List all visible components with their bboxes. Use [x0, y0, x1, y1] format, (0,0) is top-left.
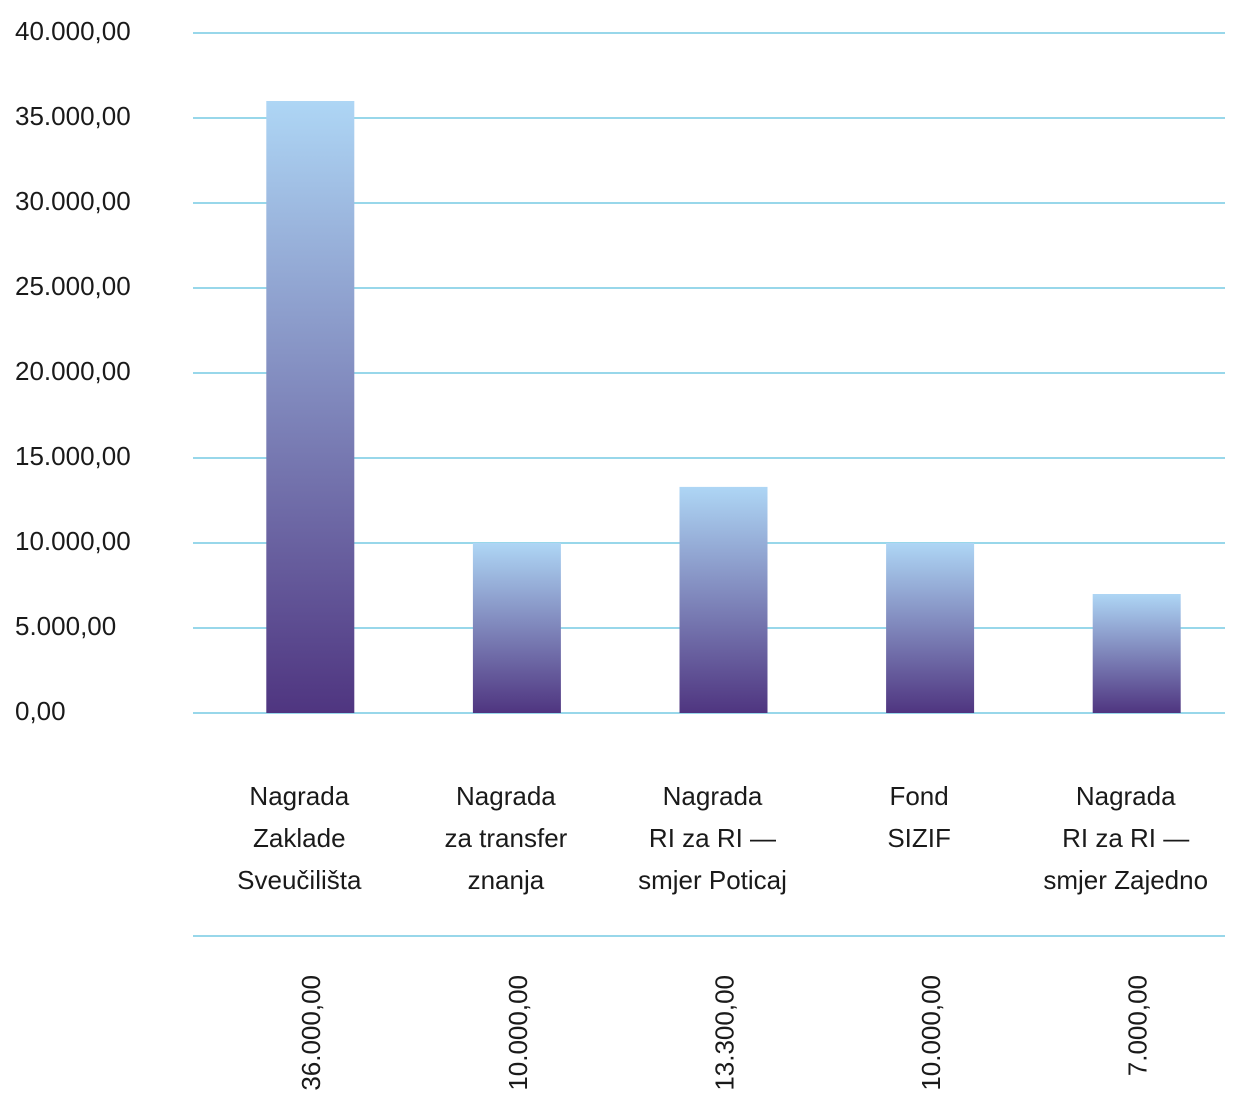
y-tick-label: 15.000,00: [15, 441, 131, 471]
x-tick-label-line: Sveučilišta: [237, 865, 362, 895]
x-tick-label-line: RI za RI —: [649, 823, 776, 853]
x-tick-label-line: znanja: [468, 865, 545, 895]
x-tick-label-line: za transfer: [444, 823, 567, 853]
value-label: 10.000,00: [503, 975, 533, 1091]
x-tick-label-line: Nagrada: [663, 781, 763, 811]
bar: [1092, 594, 1181, 713]
x-tick-label-line: Fond: [889, 781, 948, 811]
value-label: 36.000,00: [296, 975, 326, 1091]
bar: [266, 101, 355, 713]
y-tick-label: 30.000,00: [15, 186, 131, 216]
x-tick-label-line: Nagrada: [249, 781, 349, 811]
y-tick-label: 0,00: [15, 696, 66, 726]
bar: [886, 543, 975, 713]
x-tick-label-line: Nagrada: [1076, 781, 1176, 811]
value-label: 10.000,00: [916, 975, 946, 1091]
x-tick-label-line: RI za RI —: [1062, 823, 1189, 853]
x-tick-label: Nagrada RI za RI — smjer Zajedno: [1043, 781, 1208, 895]
value-label: 13.300,00: [709, 975, 739, 1091]
y-tick-label: 25.000,00: [15, 271, 131, 301]
y-tick-label: 5.000,00: [15, 611, 116, 641]
value-label: 7.000,00: [1123, 975, 1153, 1076]
bar: [472, 543, 561, 713]
x-tick-label-line: smjer Poticaj: [638, 865, 787, 895]
x-tick-label-line: Zaklade: [253, 823, 346, 853]
y-tick-label: 35.000,00: [15, 101, 131, 131]
x-tick-label: Nagrada za transfer znanja: [444, 781, 567, 895]
x-tick-label: Fond SIZIF: [887, 781, 951, 853]
x-tick-label-line: smjer Zajedno: [1043, 865, 1208, 895]
bar: [679, 486, 768, 713]
x-tick-label: Nagrada RI za RI — smjer Poticaj: [638, 781, 787, 895]
y-tick-label: 20.000,00: [15, 356, 131, 386]
x-tick-label-line: Nagrada: [456, 781, 556, 811]
y-tick-label: 10.000,00: [15, 526, 131, 556]
x-tick-label: Nagrada Zaklade Sveučilišta: [237, 781, 362, 895]
x-tick-label-line: SIZIF: [887, 823, 951, 853]
y-tick-label: 40.000,00: [15, 16, 131, 46]
